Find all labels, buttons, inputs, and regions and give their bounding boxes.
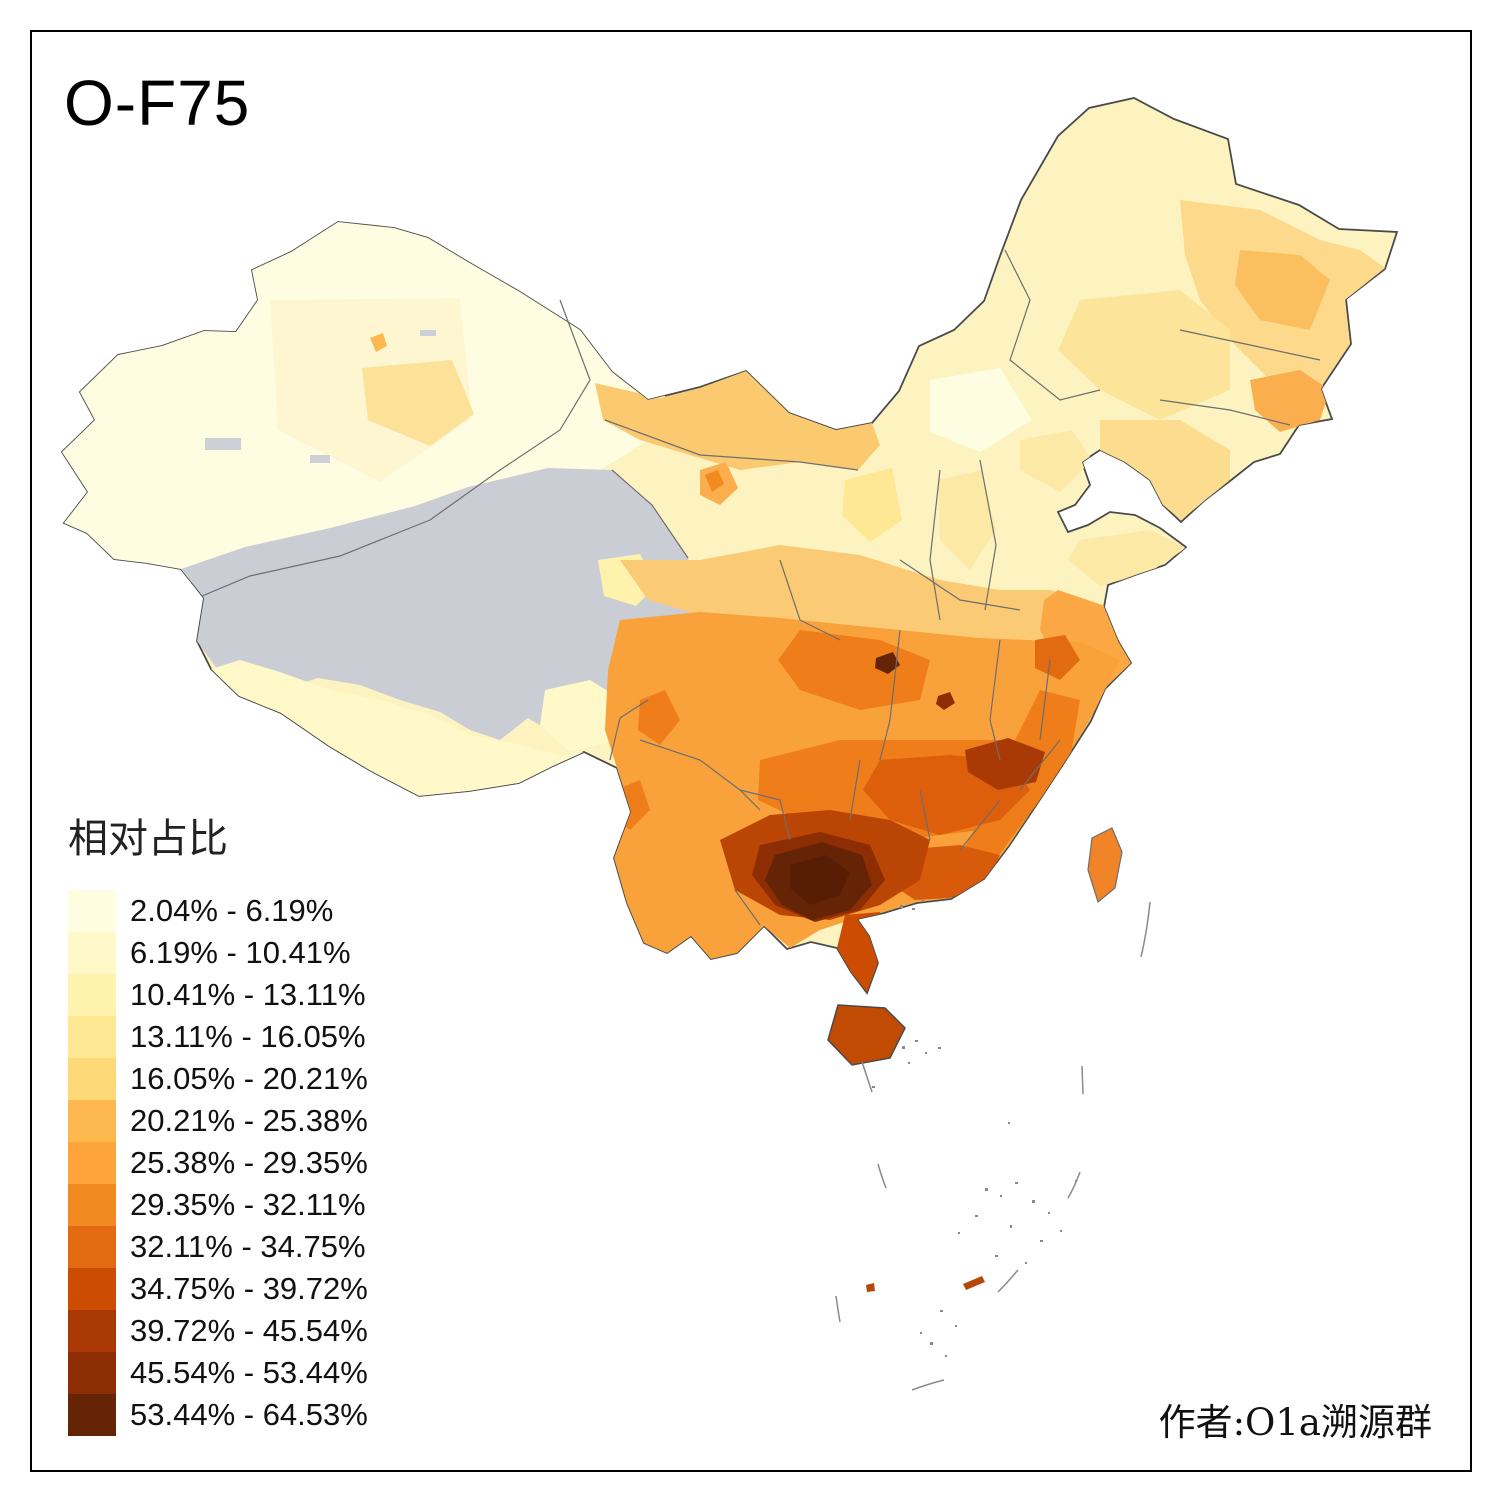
legend-bin-label: 10.41% - 13.11% [130,977,366,1012]
hainan-island [827,1004,906,1066]
legend-row: 16.05% - 20.21% [68,1058,368,1100]
legend-row: 6.19% - 10.41% [68,932,368,974]
legend-color-swatch [68,1226,116,1268]
legend-row: 10.41% - 13.11% [68,974,368,1016]
legend-row: 29.35% - 32.11% [68,1184,368,1226]
taiwan-island [1087,827,1123,904]
legend-row: 13.11% - 16.05% [68,1016,368,1058]
legend-row: 39.72% - 45.54% [68,1310,368,1352]
legend-color-swatch [68,1310,116,1352]
south-china-sea-features [835,900,1151,1391]
legend-bin-label: 53.44% - 64.53% [130,1397,368,1432]
legend-bin-label: 32.11% - 34.75% [130,1229,366,1264]
legend-color-swatch [68,1142,116,1184]
legend-color-swatch [68,1184,116,1226]
legend-row: 53.44% - 64.53% [68,1394,368,1436]
legend-row: 20.21% - 25.38% [68,1100,368,1142]
legend-color-swatch [68,1352,116,1394]
legend-title: 相对占比 [68,816,228,862]
legend-bin-label: 13.11% - 16.05% [130,1019,366,1054]
legend-row: 25.38% - 29.35% [68,1142,368,1184]
legend-row: 34.75% - 39.72% [68,1268,368,1310]
legend-row: 2.04% - 6.19% [68,890,368,932]
attribution-text: 作者:O1a溯源群 [1158,1401,1432,1444]
plot-frame [30,30,1472,1472]
legend-color-swatch [68,1100,116,1142]
legend-entries: 2.04% - 6.19% 6.19% - 10.41% 10.41% - 13.1… [68,890,368,1436]
legend-color-swatch [68,1268,116,1310]
legend-bin-label: 34.75% - 39.72% [130,1271,368,1306]
legend-bin-label: 29.35% - 32.11% [130,1187,366,1222]
legend-color-swatch [68,1016,116,1058]
legend-color-swatch [68,1394,116,1436]
legend-bin-label: 16.05% - 20.21% [130,1061,368,1096]
legend-bin-label: 2.04% - 6.19% [130,893,334,928]
legend-bin-label: 45.54% - 53.44% [130,1355,368,1390]
legend-row: 45.54% - 53.44% [68,1352,368,1394]
legend-color-swatch [68,932,116,974]
legend: 相对占比 2.04% - 6.19% 6.19% - 10.41% 10.41% -… [68,806,368,1436]
legend-bin-label: 25.38% - 29.35% [130,1145,368,1180]
legend-color-swatch [68,974,116,1016]
legend-color-swatch [68,890,116,932]
legend-bin-label: 6.19% - 10.41% [130,935,351,970]
legend-row: 32.11% - 34.75% [68,1226,368,1268]
province-borders [201,249,1321,926]
legend-color-swatch [68,1058,116,1100]
map-title: O-F75 [64,67,251,139]
legend-bin-label: 20.21% - 25.38% [130,1103,368,1138]
legend-bin-label: 39.72% - 45.54% [130,1313,368,1348]
